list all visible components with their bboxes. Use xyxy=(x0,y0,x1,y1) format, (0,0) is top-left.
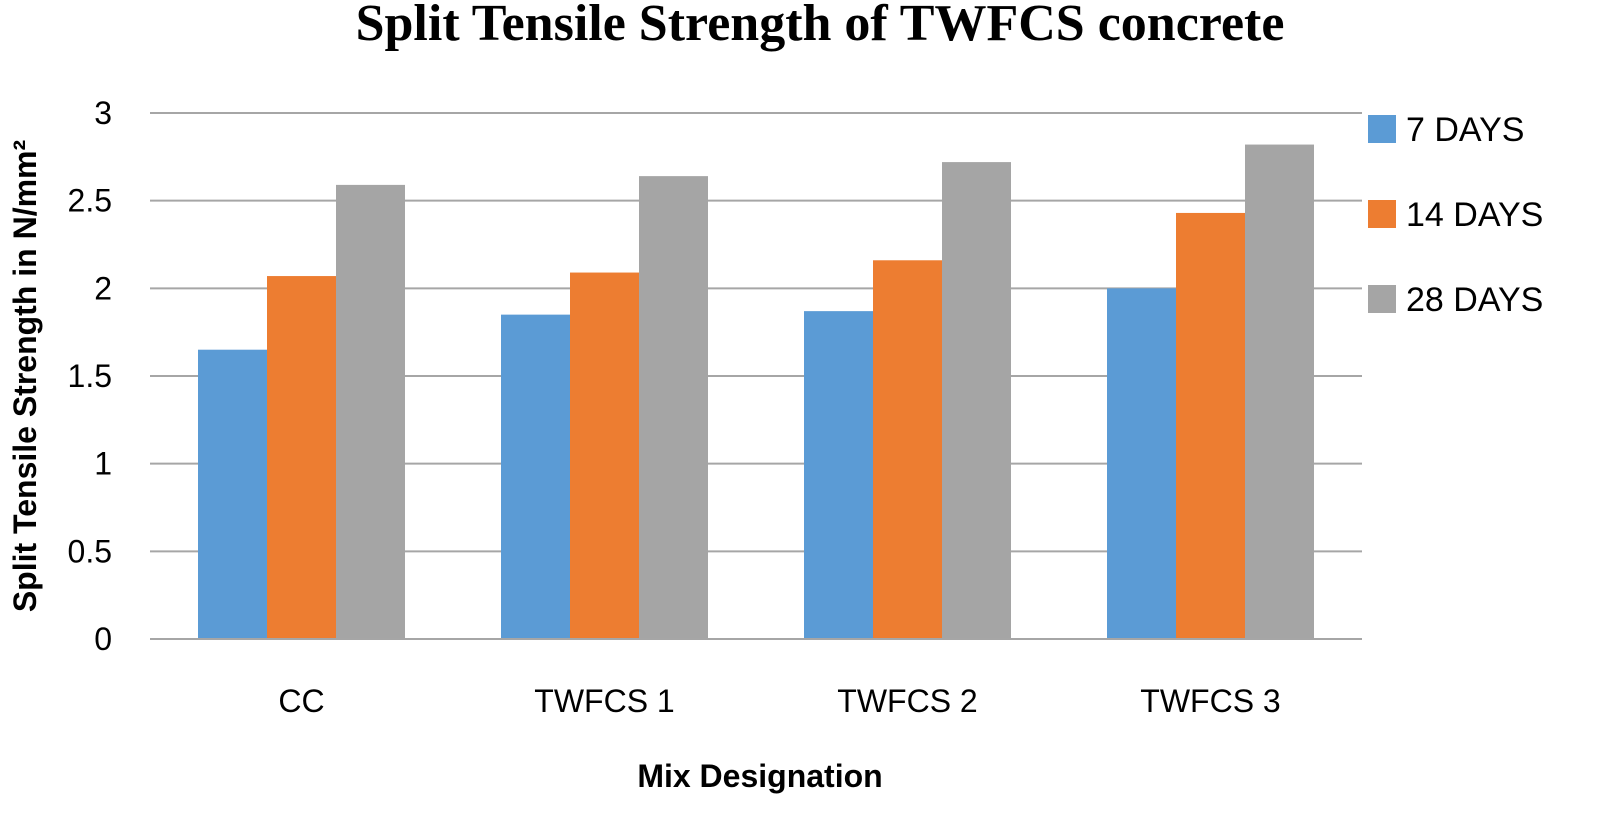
bar-28-days-cc xyxy=(336,184,405,640)
x-category-label: CC xyxy=(278,683,324,719)
x-category-label: TWFCS 3 xyxy=(1140,683,1280,719)
bar-28-days-twfcs-1 xyxy=(639,176,708,639)
chart-title: Split Tensile Strength of TWFCS concrete xyxy=(356,0,1285,52)
x-category-labels: CC TWFCS 1 TWFCS 2 TWFCS 3 xyxy=(278,683,1280,719)
y-axis-title: Split Tensile Strength in N/mm² xyxy=(7,140,43,612)
x-axis-title: Mix Designation xyxy=(637,758,882,794)
y-tick-label: 2 xyxy=(94,270,112,306)
bar-7-days-twfcs-1 xyxy=(501,314,570,639)
x-category-label: TWFCS 2 xyxy=(837,683,977,719)
bar-14-days-cc xyxy=(267,276,336,639)
y-tick-label: 0.5 xyxy=(68,533,112,569)
legend-swatch xyxy=(1368,200,1396,228)
bar-28-days-twfcs-3 xyxy=(1245,144,1314,639)
y-tick-label: 1.5 xyxy=(68,358,112,394)
legend: 7 DAYS 14 DAYS 28 DAYS xyxy=(1368,111,1543,319)
bars xyxy=(198,144,1314,640)
legend-label: 14 DAYS xyxy=(1406,196,1543,234)
legend-label: 7 DAYS xyxy=(1406,111,1524,149)
y-tick-label: 3 xyxy=(94,95,112,131)
legend-label: 28 DAYS xyxy=(1406,281,1543,319)
bar-7-days-cc xyxy=(198,349,267,639)
y-tick-label: 0 xyxy=(94,621,112,657)
bar-7-days-twfcs-2 xyxy=(804,311,873,639)
x-category-label: TWFCS 1 xyxy=(534,683,674,719)
y-tick-labels: 0 0.5 1 1.5 2 2.5 3 xyxy=(68,95,112,657)
bar-7-days-twfcs-3 xyxy=(1107,288,1176,639)
bar-14-days-twfcs-1 xyxy=(570,272,639,639)
bar-14-days-twfcs-2 xyxy=(873,260,942,639)
legend-swatch xyxy=(1368,115,1396,143)
legend-swatch xyxy=(1368,285,1396,313)
bar-14-days-twfcs-3 xyxy=(1176,212,1245,639)
y-tick-label: 2.5 xyxy=(68,183,112,219)
y-tick-label: 1 xyxy=(94,446,112,482)
bar-28-days-twfcs-2 xyxy=(942,162,1011,640)
